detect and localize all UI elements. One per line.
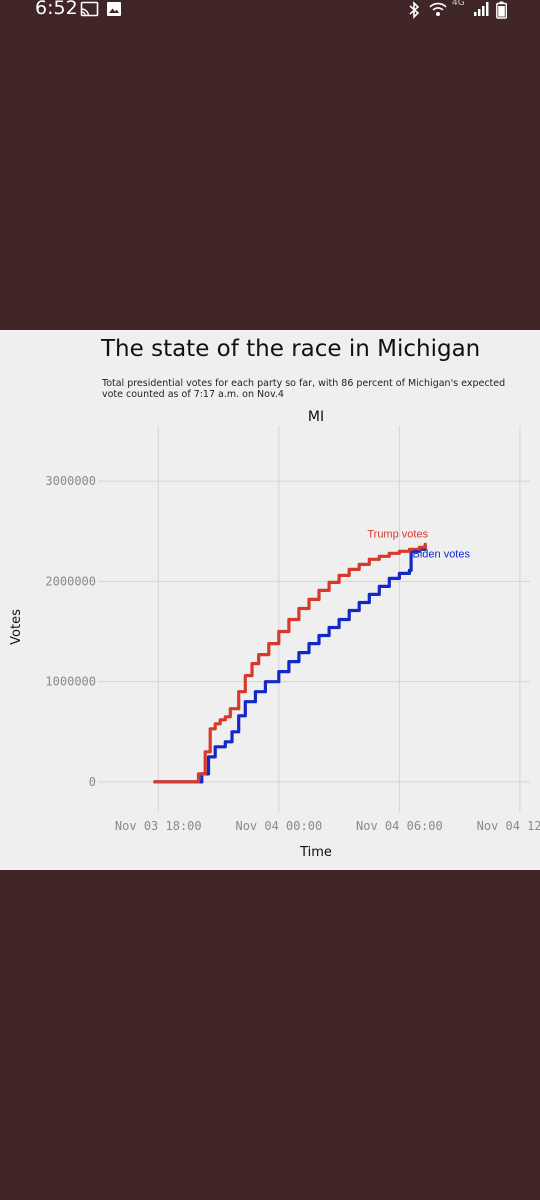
signal-icon: [474, 2, 489, 16]
cast-icon: [80, 1, 99, 17]
facet-label: MI: [308, 409, 324, 425]
chart-title: The state of the race in Michigan: [101, 336, 481, 362]
biden-votes-line: [153, 543, 427, 784]
x-tick-label: Nov 03 18:00: [115, 819, 202, 833]
biden-votes-label: Biden votes: [413, 548, 471, 560]
battery-icon: [496, 1, 508, 19]
trump-votes-line: [153, 542, 427, 784]
chart-subtitle: Total presidential votes for each party …: [102, 378, 506, 400]
y-tick-label: 3000000: [45, 474, 96, 488]
bluetooth-icon: [409, 1, 420, 19]
x-tick-label: Nov 04 00:00: [235, 819, 322, 833]
y-tick-label: 1000000: [45, 675, 96, 689]
chart-panel: The state of the race in Michigan Total …: [0, 330, 540, 870]
trump-votes-label: Trump votes: [367, 528, 428, 540]
x-tick-label: Nov 04 12:00: [477, 819, 540, 833]
image-icon: [107, 2, 121, 16]
network-type: 4G: [452, 0, 465, 8]
y-tick-label: 2000000: [45, 574, 96, 588]
line-chart: MI Votes Time 0 1000000 2000000 3000000 Nov …: [9, 409, 540, 860]
y-tick-label: 0: [89, 775, 96, 789]
status-bar: 6:52 4G: [0, 0, 540, 22]
x-tick-label: Nov 04 06:00: [356, 819, 443, 833]
status-time: 6:52: [35, 0, 78, 19]
y-axis-title: Votes: [9, 609, 24, 645]
wifi-icon: [429, 2, 447, 16]
x-axis-title: Time: [299, 845, 332, 860]
